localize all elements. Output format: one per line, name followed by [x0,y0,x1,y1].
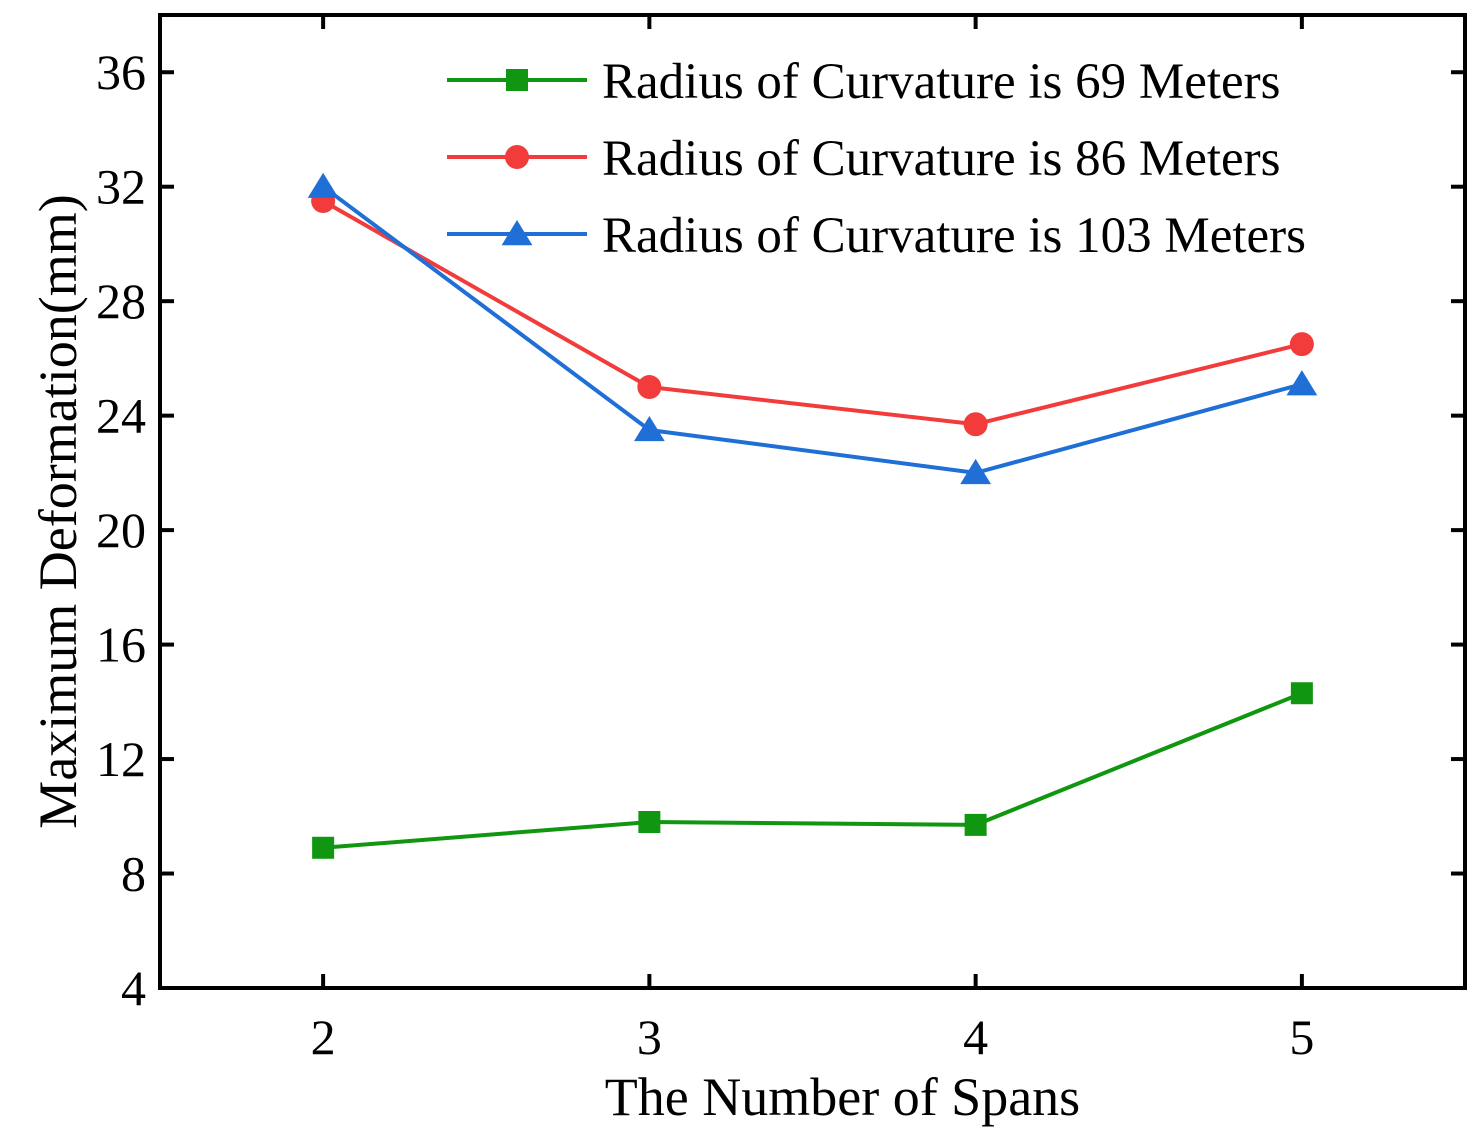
data-point [638,811,661,834]
legend-marker [505,145,529,169]
x-axis-title: The Number of Spans [605,1067,1080,1127]
y-tick-label: 24 [96,388,146,444]
y-tick-label: 4 [121,960,146,1016]
series-line [321,185,1303,475]
data-point [960,458,992,485]
y-tick-label: 36 [96,44,146,100]
x-tick-label: 4 [963,1009,988,1065]
series-layer [307,172,1318,859]
data-point [1289,332,1314,357]
data-point [307,172,339,198]
legend-item-1: Radius of Curvature is 69 Meters [447,54,1280,110]
x-tick-label: 2 [311,1009,336,1065]
y-tick-label: 32 [96,159,146,215]
data-point [312,836,335,859]
data-point [1286,370,1318,396]
series-3 [307,172,1318,485]
plot-frame [158,13,1467,990]
data-point [964,813,987,836]
x-tick-label: 3 [637,1009,662,1065]
legend-label: Radius of Curvature is 103 Meters [602,208,1306,264]
legend: Radius of Curvature is 69 Meters Radius o… [447,54,1306,264]
data-point [637,375,662,400]
legend-marker [501,220,533,246]
y-tick-label: 16 [96,617,146,673]
y-tick-label: 20 [96,502,146,558]
y-tick-label: 8 [121,846,146,902]
legend-label: Radius of Curvature is 86 Meters [602,131,1280,187]
y-tick-label: 12 [96,731,146,787]
series-1 [312,682,1313,859]
legend-item-3: Radius of Curvature is 103 Meters [447,208,1306,264]
data-point [1290,682,1313,705]
legend-label: Radius of Curvature is 69 Meters [602,54,1280,110]
y-axis-title: Maximum Deformation(mm) [28,194,88,828]
x-tick-label: 5 [1289,1009,1314,1065]
axis-ticks: 4 8 12 16 20 24 28 32 36 2 3 4 5 [96,15,1465,1065]
series-line [322,199,1303,427]
y-tick-label: 28 [96,273,146,329]
legend-marker [506,69,528,91]
data-point [963,412,988,437]
series-2 [311,189,1314,437]
series-line [322,691,1303,850]
legend-item-2: Radius of Curvature is 86 Meters [447,131,1280,187]
data-point [633,415,665,442]
